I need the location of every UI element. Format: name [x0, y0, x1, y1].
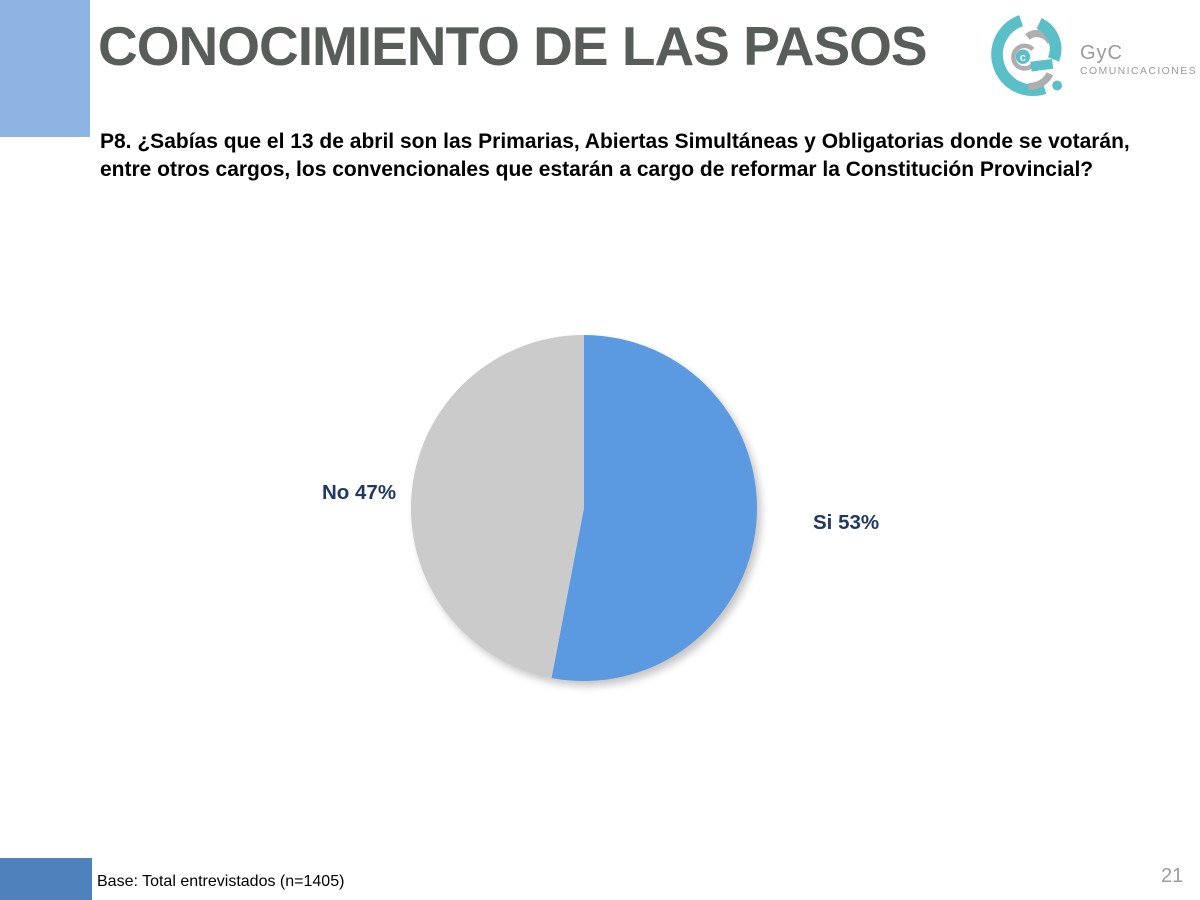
logo-company-subtitle: COMUNICACIONES [1080, 65, 1198, 77]
logo-text: GyC COMUNICACIONES [1080, 42, 1197, 78]
pie-chart [384, 308, 784, 708]
pie-chart-svg [410, 335, 757, 681]
page-number: 21 [1161, 865, 1184, 887]
decorative-corner-rect-bottom [0, 858, 92, 900]
pie-label-si: Si 53% [813, 511, 880, 534]
logo-company-name: GyC [1080, 42, 1123, 64]
pie-slice-no [410, 335, 584, 678]
pie-slice-si [551, 335, 757, 681]
decorative-corner-rect-top [0, 0, 90, 137]
survey-question-text: P8. ¿Sabías que el 13 de abril son las P… [100, 130, 1130, 181]
page-title: CONOCIMIENTO DE LAS PASOS [98, 15, 928, 77]
gyc-logo-icon: c [991, 15, 1063, 96]
gyc-logo: c GyC COMUNICACIONES [986, 6, 1196, 106]
base-note: Base: Total entrevistados (n=1405) [97, 873, 345, 890]
svg-text:c: c [1020, 52, 1026, 64]
pie-label-no: No 47% [322, 481, 397, 504]
